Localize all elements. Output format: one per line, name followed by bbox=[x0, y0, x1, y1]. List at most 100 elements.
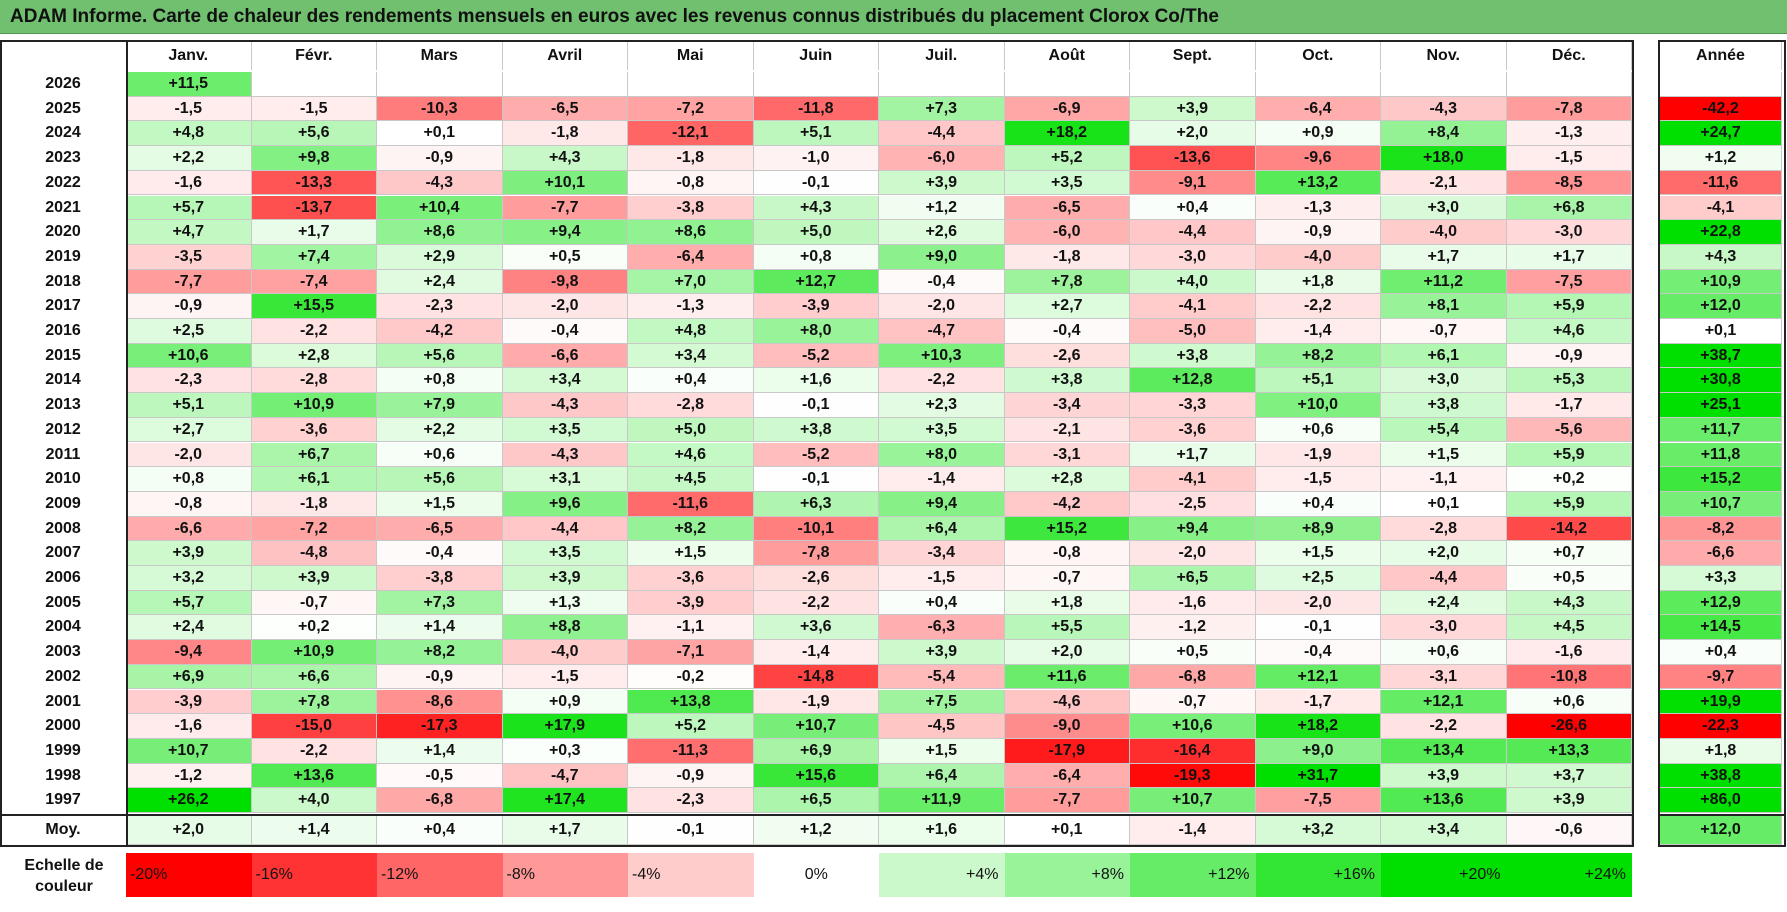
heatmap-cell: +8,8 bbox=[502, 615, 628, 641]
heatmap-cell: +4,6 bbox=[1506, 319, 1632, 344]
heatmap-cell: +8,9 bbox=[1255, 516, 1381, 542]
heatmap-cell: +3,5 bbox=[502, 417, 628, 443]
heatmap-cell: -14,8 bbox=[753, 664, 879, 690]
average-annual-cell: +12,0 bbox=[1660, 816, 1782, 845]
heatmap-cell: +3,8 bbox=[1381, 393, 1507, 418]
heatmap-cell: +0,6 bbox=[1255, 417, 1381, 443]
heatmap-cell: +0,4 bbox=[1130, 195, 1256, 221]
heatmap-cell: +4,3 bbox=[753, 195, 879, 221]
heatmap-cell: -8,6 bbox=[377, 689, 503, 715]
heatmap-cell: -10,8 bbox=[1506, 664, 1632, 690]
color-scale-swatch: -16% bbox=[251, 853, 377, 897]
heatmap-cell: +3,5 bbox=[502, 541, 628, 566]
heatmap-cell: -5,2 bbox=[753, 442, 879, 468]
annual-cell: +24,7 bbox=[1660, 121, 1782, 147]
heatmap-cell: -2,0 bbox=[502, 294, 628, 319]
heatmap-cell: +12,1 bbox=[1255, 664, 1381, 690]
heatmap-cell: +10,6 bbox=[1130, 714, 1256, 739]
heatmap-cell: -5,6 bbox=[1506, 417, 1632, 443]
month-header: Août bbox=[1005, 42, 1130, 70]
heatmap-cell: -1,3 bbox=[1506, 121, 1632, 147]
heatmap-cell: +9,8 bbox=[251, 146, 377, 171]
heatmap-cell: +15,5 bbox=[251, 294, 377, 319]
heatmap-cell: -2,5 bbox=[1130, 491, 1256, 517]
heatmap-cell: -0,9 bbox=[377, 664, 503, 690]
average-cell: +2,0 bbox=[126, 816, 252, 845]
heatmap-cell: +0,8 bbox=[377, 368, 503, 394]
heatmap-cell: -4,3 bbox=[377, 170, 503, 196]
heatmap-cell: +7,3 bbox=[879, 96, 1005, 122]
heatmap-cell: -2,2 bbox=[753, 590, 879, 616]
heatmap-cell: +5,1 bbox=[126, 393, 252, 418]
heatmap-cell: +13,6 bbox=[1381, 788, 1507, 813]
heatmap-cell: -7,2 bbox=[251, 516, 377, 542]
heatmap-cell: -3,6 bbox=[1130, 417, 1256, 443]
heatmap-cell: +9,6 bbox=[502, 491, 628, 517]
heatmap-cell: +2,2 bbox=[377, 417, 503, 443]
heatmap-cell: -1,2 bbox=[126, 763, 252, 789]
heatmap-cell: +10,3 bbox=[879, 343, 1005, 369]
heatmap-cell: -4,0 bbox=[502, 640, 628, 665]
heatmap-cell: +2,5 bbox=[1255, 566, 1381, 591]
heatmap-cell: -6,4 bbox=[628, 244, 754, 270]
annual-cell: +22,8 bbox=[1660, 220, 1782, 245]
heatmap-cell: -0,9 bbox=[126, 294, 252, 319]
heatmap-cell: -3,0 bbox=[1130, 244, 1256, 270]
heatmap-cell: +3,9 bbox=[1130, 96, 1256, 122]
heatmap-cell: +7,8 bbox=[251, 689, 377, 715]
average-cell: +1,6 bbox=[879, 816, 1005, 845]
heatmap-cell: +8,2 bbox=[628, 516, 754, 542]
heatmap-cell: -1,5 bbox=[879, 566, 1005, 591]
color-scale-swatch: +8% bbox=[1004, 853, 1130, 897]
heatmap-cell: +9,0 bbox=[1255, 738, 1381, 764]
heatmap-cell: +6,1 bbox=[1381, 343, 1507, 369]
heatmap-cell: +11,6 bbox=[1004, 664, 1130, 690]
heatmap-cell: +5,6 bbox=[377, 343, 503, 369]
heatmap-cell: -2,6 bbox=[753, 566, 879, 591]
heatmap-cell: +0,6 bbox=[377, 442, 503, 468]
year-label: 2000 bbox=[45, 717, 81, 735]
heatmap-cell: +5,2 bbox=[628, 714, 754, 739]
heatmap-cell: -4,3 bbox=[502, 393, 628, 418]
year-label: 2005 bbox=[45, 593, 81, 611]
heatmap-cell: +1,7 bbox=[251, 220, 377, 245]
heatmap-cell: -0,4 bbox=[1255, 640, 1381, 665]
heatmap-cell: +7,3 bbox=[377, 590, 503, 616]
heatmap-cell: -1,8 bbox=[502, 121, 628, 147]
heatmap-cell: +3,9 bbox=[251, 566, 377, 591]
heatmap-cell: -1,0 bbox=[753, 146, 879, 171]
heatmap-cell bbox=[753, 72, 879, 97]
heatmap-cell: +0,9 bbox=[1255, 121, 1381, 147]
annual-cell: -11,6 bbox=[1660, 170, 1782, 196]
heatmap-cell: +10,7 bbox=[126, 738, 252, 764]
annual-cell: -4,1 bbox=[1660, 195, 1782, 221]
heatmap-cell: +3,1 bbox=[502, 467, 628, 492]
heatmap-cell: +3,5 bbox=[879, 417, 1005, 443]
heatmap-cell: +5,7 bbox=[126, 195, 252, 221]
heatmap-cell: +3,0 bbox=[1381, 368, 1507, 394]
heatmap-cell: +9,0 bbox=[879, 244, 1005, 270]
heatmap-cell: +0,4 bbox=[879, 590, 1005, 616]
heatmap-cell: +0,9 bbox=[502, 689, 628, 715]
heatmap-cell: -1,6 bbox=[126, 170, 252, 196]
heatmap-cell: -17,9 bbox=[1004, 738, 1130, 764]
heatmap-cell: +5,2 bbox=[1004, 146, 1130, 171]
heatmap-cell: -6,9 bbox=[1004, 96, 1130, 122]
heatmap-cell: -2,8 bbox=[628, 393, 754, 418]
heatmap-cell: -0,1 bbox=[753, 467, 879, 492]
heatmap-cell: -4,4 bbox=[1130, 220, 1256, 245]
year-label: 2004 bbox=[45, 618, 81, 636]
year-label: 2008 bbox=[45, 519, 81, 537]
annual-cell bbox=[1660, 72, 1782, 97]
heatmap-cell: +0,4 bbox=[628, 368, 754, 394]
month-header: Mai bbox=[628, 42, 754, 70]
year-label: 2001 bbox=[45, 692, 81, 710]
heatmap-cell: -26,6 bbox=[1506, 714, 1632, 739]
heatmap-cell bbox=[879, 72, 1005, 97]
heatmap-cell: -4,2 bbox=[377, 319, 503, 344]
heatmap-cell: +10,4 bbox=[377, 195, 503, 221]
heatmap-cell: -4,7 bbox=[879, 319, 1005, 344]
heatmap-cell: +3,5 bbox=[1004, 170, 1130, 196]
heatmap-cell: -7,8 bbox=[753, 541, 879, 566]
heatmap-cell: +8,0 bbox=[879, 442, 1005, 468]
